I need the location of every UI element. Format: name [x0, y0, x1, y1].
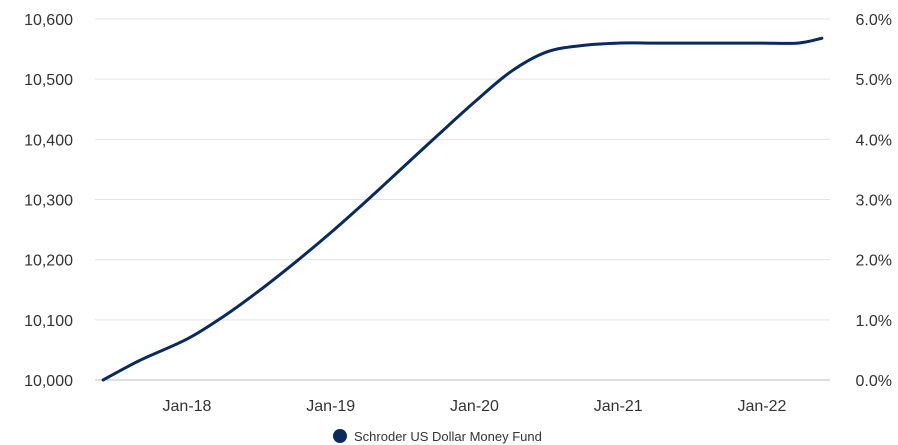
legend: Schroder US Dollar Money Fund — [333, 429, 542, 444]
y2-tick-label: 6.0% — [856, 12, 892, 29]
x-tick-label: Jan-20 — [450, 398, 499, 415]
x-tick-label: Jan-18 — [163, 398, 212, 415]
series-layer — [101, 36, 824, 382]
x-tick-label: Jan-22 — [738, 398, 787, 415]
x-tick-label: Jan-21 — [594, 398, 643, 415]
y2-tick-label: 5.0% — [856, 72, 892, 89]
x-tick-label: Jan-19 — [306, 398, 355, 415]
y2-tick-label: 3.0% — [856, 193, 892, 210]
y-tick-label: 10,100 — [24, 313, 73, 330]
y-tick-label: 10,600 — [24, 12, 73, 29]
y-tick-label: 10,000 — [24, 373, 73, 390]
gridlines — [95, 18, 830, 381]
legend-label: Schroder US Dollar Money Fund — [354, 429, 542, 444]
y2-tick-label: 1.0% — [856, 313, 892, 330]
y2-tick-label: 4.0% — [856, 132, 892, 149]
x-axis: Jan-18 Jan-19 Jan-20 Jan-21 Jan-22 — [163, 398, 787, 415]
y-tick-label: 10,500 — [24, 72, 73, 89]
y-tick-label: 10,400 — [24, 132, 73, 149]
right-y-axis: 0.0% 1.0% 2.0% 3.0% 4.0% 5.0% 6.0% — [856, 12, 892, 390]
y2-tick-label: 2.0% — [856, 253, 892, 270]
y-tick-label: 10,300 — [24, 193, 73, 210]
y2-tick-label: 0.0% — [856, 373, 892, 390]
left-y-axis: 10,000 10,100 10,200 10,300 10,400 10,500 10,6… — [24, 12, 73, 390]
series-line — [101, 36, 824, 382]
legend-marker — [333, 429, 347, 443]
y-tick-label: 10,200 — [24, 253, 73, 270]
